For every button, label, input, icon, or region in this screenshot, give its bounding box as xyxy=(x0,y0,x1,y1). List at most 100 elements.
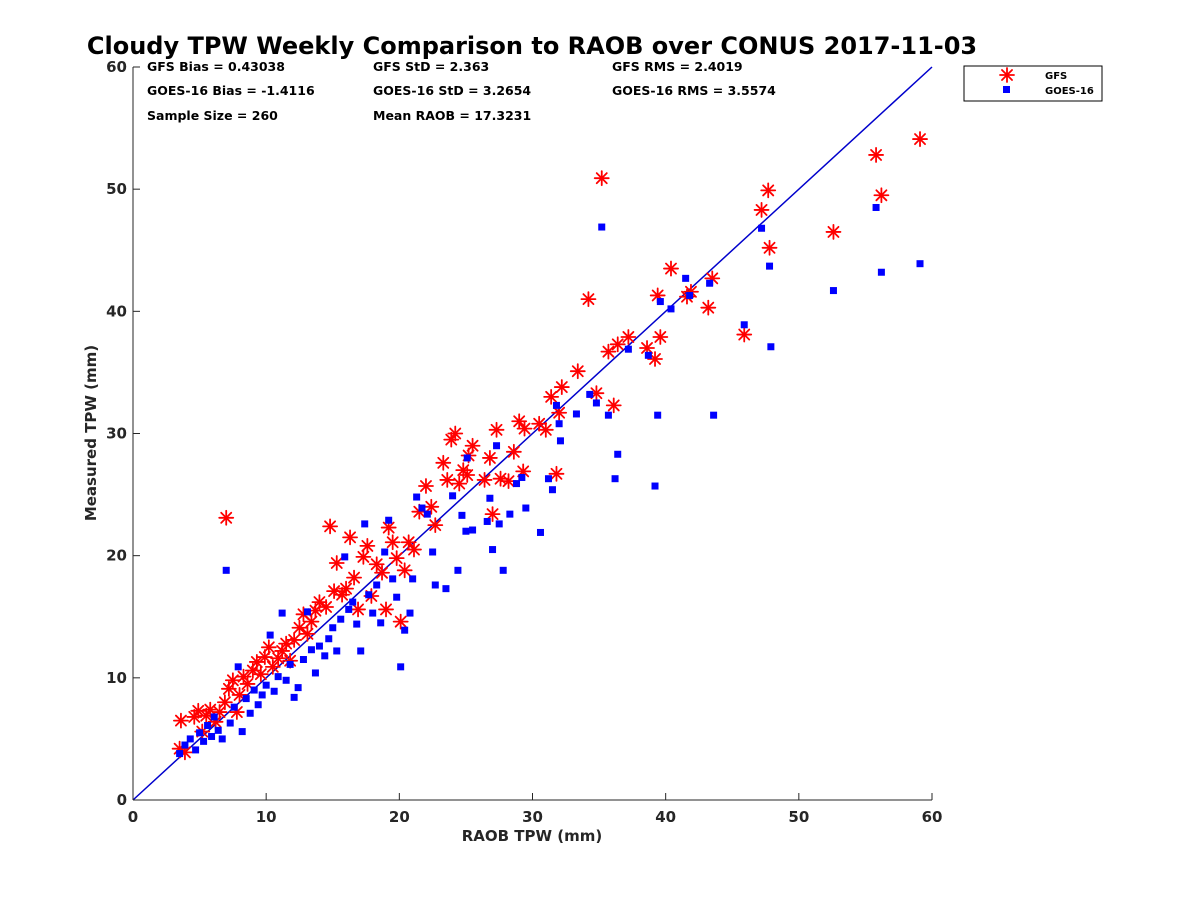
goes16-point xyxy=(204,721,212,729)
gfs-point xyxy=(291,619,308,636)
gfs-point xyxy=(476,472,493,488)
goes16-point xyxy=(740,321,748,329)
gfs-point xyxy=(216,694,233,711)
goes16-point xyxy=(321,652,329,660)
goes16-point xyxy=(499,566,507,574)
gfs-point xyxy=(252,666,269,683)
goes16-point xyxy=(592,399,600,407)
gfs-point xyxy=(260,639,277,656)
stat-goes-rms: GOES-16 RMS = 3.5574 xyxy=(612,83,776,98)
gfs-point xyxy=(318,599,334,615)
goes16-point xyxy=(200,737,208,745)
gfs-point xyxy=(447,425,464,442)
x-tick-label: 60 xyxy=(922,808,943,826)
legend-goes16-label: GOES-16 xyxy=(1045,86,1094,97)
goes16-point xyxy=(767,343,775,351)
y-tick-label: 10 xyxy=(106,669,127,687)
gfs-point xyxy=(299,625,316,642)
gfs-point xyxy=(368,556,385,573)
goes16-point xyxy=(345,605,353,613)
goes16-point xyxy=(614,450,622,458)
goes16-point xyxy=(361,520,369,528)
goes16-point xyxy=(329,624,337,632)
gfs-point xyxy=(270,650,287,667)
gfs-point xyxy=(663,260,679,277)
gfs-point xyxy=(388,550,405,567)
goes16-point xyxy=(307,646,315,654)
y-tick-label: 0 xyxy=(117,791,127,809)
goes16-point xyxy=(413,493,421,501)
gfs-point xyxy=(311,594,328,610)
goes16-point xyxy=(401,626,409,634)
legend-box xyxy=(963,65,1103,102)
x-tick-label: 20 xyxy=(389,808,410,826)
gfs-point xyxy=(439,472,456,488)
goes16-point xyxy=(311,669,319,677)
gfs-point xyxy=(873,187,890,204)
legend-goes16-marker xyxy=(1003,86,1010,93)
stat-goes-bias: GOES-16 Bias = -1.4116 xyxy=(147,83,315,98)
goes16-point xyxy=(377,619,385,627)
gfs-point xyxy=(322,518,338,535)
gfs-point xyxy=(912,131,928,147)
goes16-point xyxy=(682,274,690,282)
goes16-point xyxy=(598,223,606,231)
goes16-point xyxy=(454,566,462,574)
gfs-point xyxy=(484,506,501,523)
gfs-point xyxy=(593,170,610,187)
goes16-point xyxy=(442,585,450,593)
goes16-point xyxy=(522,504,530,512)
goes16-point xyxy=(766,262,774,270)
gfs-point xyxy=(423,498,440,515)
gfs-point xyxy=(342,529,358,546)
goes16-point xyxy=(449,492,457,500)
goes16-point xyxy=(486,494,494,502)
stat-mean-raob: Mean RAOB = 17.3231 xyxy=(373,108,531,123)
goes16-point xyxy=(242,695,250,703)
gfs-point xyxy=(235,668,252,685)
gfs-point xyxy=(224,672,241,689)
gfs-point xyxy=(459,467,476,483)
x-tick-label: 50 xyxy=(788,808,809,826)
goes16-point xyxy=(181,741,189,749)
goes16-point xyxy=(226,719,234,727)
goes16-point xyxy=(493,442,501,450)
stat-gfs-std: GFS StD = 2.363 xyxy=(373,59,489,74)
gfs-point xyxy=(346,569,362,586)
goes16-point xyxy=(458,511,466,519)
stat-gfs-rms: GFS RMS = 2.4019 xyxy=(612,59,743,74)
x-tick-label: 10 xyxy=(256,808,277,826)
gfs-point xyxy=(537,421,554,438)
gfs-point xyxy=(652,329,669,345)
gfs-point xyxy=(553,379,570,395)
goes16-point xyxy=(393,593,401,601)
goes16-point xyxy=(218,735,226,743)
goes16-point xyxy=(397,663,405,671)
gfs-point xyxy=(481,450,498,466)
goes16-point xyxy=(337,615,345,623)
goes16-point xyxy=(353,620,361,628)
goes16-point xyxy=(389,575,397,583)
gfs-point xyxy=(825,224,842,240)
y-tick-label: 50 xyxy=(106,180,127,198)
gfs-point xyxy=(488,421,505,438)
gfs-point xyxy=(359,537,376,554)
goes16-point xyxy=(877,268,885,276)
gfs-point xyxy=(274,643,291,659)
gfs-point xyxy=(286,632,303,648)
goes16-point xyxy=(274,673,282,681)
gfs-point xyxy=(218,509,235,526)
goes16-point xyxy=(555,420,563,428)
goes16-point xyxy=(208,732,216,740)
goes16-point xyxy=(586,390,594,398)
gfs-point xyxy=(190,702,207,719)
gfs-point xyxy=(328,555,345,571)
goes16-point xyxy=(624,345,632,353)
gfs-point xyxy=(868,147,884,163)
gfs-point xyxy=(464,437,481,454)
goes16-point xyxy=(686,291,694,299)
goes16-point xyxy=(315,642,323,650)
goes16-point xyxy=(495,520,503,528)
y-tick-label: 30 xyxy=(106,425,127,443)
